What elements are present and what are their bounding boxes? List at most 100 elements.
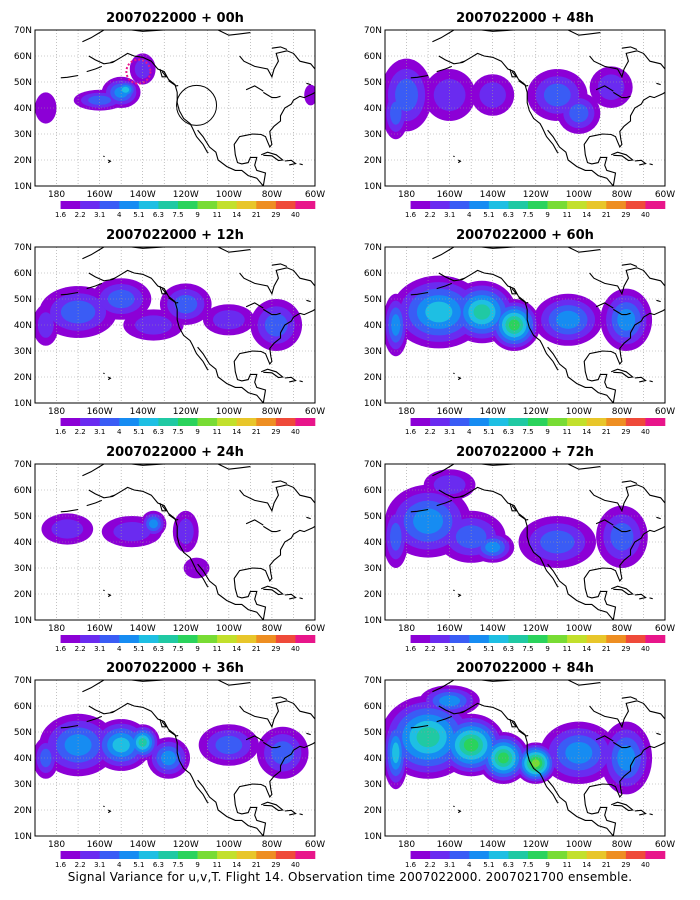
coastline (438, 52, 559, 154)
colorbar-label: 1.6 (55, 861, 67, 869)
coastline (107, 809, 112, 814)
lat-tick-label: 50N (364, 295, 382, 305)
colorbar-label: 7.5 (172, 645, 183, 653)
coastline (82, 680, 165, 693)
coastline (60, 291, 79, 296)
colorbar-swatch (567, 635, 588, 643)
lon-tick-label: 160W (87, 407, 113, 417)
coastline (88, 702, 209, 804)
colorbar-swatch (508, 418, 529, 426)
colorbar-label: 11 (563, 428, 572, 436)
colorbar-swatch (410, 851, 431, 859)
coastline (197, 779, 264, 836)
lon-tick-label: 140W (480, 840, 506, 850)
lat-tick-label: 70N (14, 243, 32, 253)
colorbar-swatch (178, 418, 198, 426)
coastline (410, 291, 429, 296)
lon-tick-label: 140W (480, 624, 506, 634)
coastline (60, 74, 79, 79)
map-panel: 2007022000 + 84h 10N 20N 30N 40N 50N 60N 70N 180… (364, 661, 675, 869)
lon-tick-label: 80W (262, 190, 282, 200)
coastline (168, 80, 179, 87)
variance-field (385, 30, 665, 186)
lat-tick-label: 60N (364, 269, 382, 279)
lon-tick-label: 100W (216, 190, 242, 200)
colorbar-label: 4 (117, 211, 122, 219)
coastline (460, 277, 465, 281)
lon-tick-label: 160W (87, 190, 113, 200)
map-frame (34, 679, 316, 837)
lon-tick-label: 60W (655, 190, 675, 200)
coastline (260, 801, 285, 812)
colorbar-label: 29 (271, 645, 280, 653)
map-panel: 2007022000 + 72h 10N 20N 30N 40N 50N 60N 70N 180… (364, 445, 675, 653)
coastline (284, 159, 297, 166)
coastline (233, 741, 315, 836)
colorbar-label: 4 (117, 645, 122, 653)
lat-tick-label: 20N (14, 590, 32, 600)
lat-tick-label: 50N (14, 78, 32, 88)
lat-tick-label: 70N (364, 676, 382, 686)
coastline (271, 696, 288, 701)
colorbar-label: 4 (467, 645, 472, 653)
colorbar-swatch (586, 851, 607, 859)
lat-tick-label: 60N (14, 52, 32, 62)
colorbar-label: 1.6 (55, 211, 67, 219)
lat-tick-label: 50N (364, 512, 382, 522)
coastline (621, 46, 638, 51)
lat-tick-label: 40N (364, 538, 382, 548)
coastline (583, 525, 665, 620)
colorbar-label: 6.3 (503, 861, 514, 869)
colorbar-swatch (119, 418, 140, 426)
lon-tick-label: 140W (130, 190, 156, 200)
colorbar-swatch (625, 635, 646, 643)
variance-contour (138, 737, 147, 747)
coastline (509, 502, 518, 512)
coastline (656, 82, 661, 86)
colorbar-label: 2.2 (75, 428, 86, 436)
coastline (245, 85, 264, 92)
variance-contour (463, 738, 479, 752)
lat-tick-label: 40N (14, 321, 32, 331)
lat-tick-label: 10N (14, 182, 32, 192)
lat-tick-label: 10N (14, 399, 32, 409)
variance-field (385, 680, 665, 836)
coastline (260, 368, 285, 379)
lat-tick-label: 20N (364, 373, 382, 383)
coastline (589, 50, 665, 79)
colorbar-swatch (60, 851, 81, 859)
coastline (239, 484, 315, 513)
colorbar-swatch (606, 851, 627, 859)
colorbar-label: 5.1 (133, 211, 144, 219)
colorbar-label: 29 (271, 861, 280, 869)
colorbar-swatch (217, 418, 238, 426)
colorbar-swatch (606, 635, 627, 643)
coastline (88, 52, 209, 154)
panel-title: 2007022000 + 00h (106, 11, 244, 26)
colorbar-swatch (99, 201, 120, 209)
colorbar-label: 3.1 (444, 861, 455, 869)
colorbar-label: 4 (467, 211, 472, 219)
lat-tick-label: 70N (364, 26, 382, 36)
colorbar-swatch (236, 418, 257, 426)
colorbar-label: 6.3 (153, 645, 164, 653)
lon-tick-label: 180 (398, 624, 415, 634)
lat-tick-label: 20N (364, 156, 382, 166)
coastline (583, 91, 665, 186)
lon-tick-label: 60W (655, 840, 675, 850)
coastline (271, 480, 288, 485)
coastline (457, 159, 462, 164)
colorbar-label: 11 (213, 428, 222, 436)
colorbar-swatch (508, 635, 529, 643)
colorbar-swatch (586, 418, 607, 426)
coastline (410, 74, 429, 79)
colorbar-label: 21 (602, 645, 611, 653)
colorbar-label: 3.1 (94, 645, 105, 653)
coastline (460, 494, 465, 498)
lat-tick-label: 30N (364, 780, 382, 790)
coastline (271, 46, 288, 51)
coastline (567, 30, 601, 36)
coastline (432, 30, 515, 43)
coastline (453, 372, 455, 375)
lon-tick-label: 160W (437, 840, 463, 850)
